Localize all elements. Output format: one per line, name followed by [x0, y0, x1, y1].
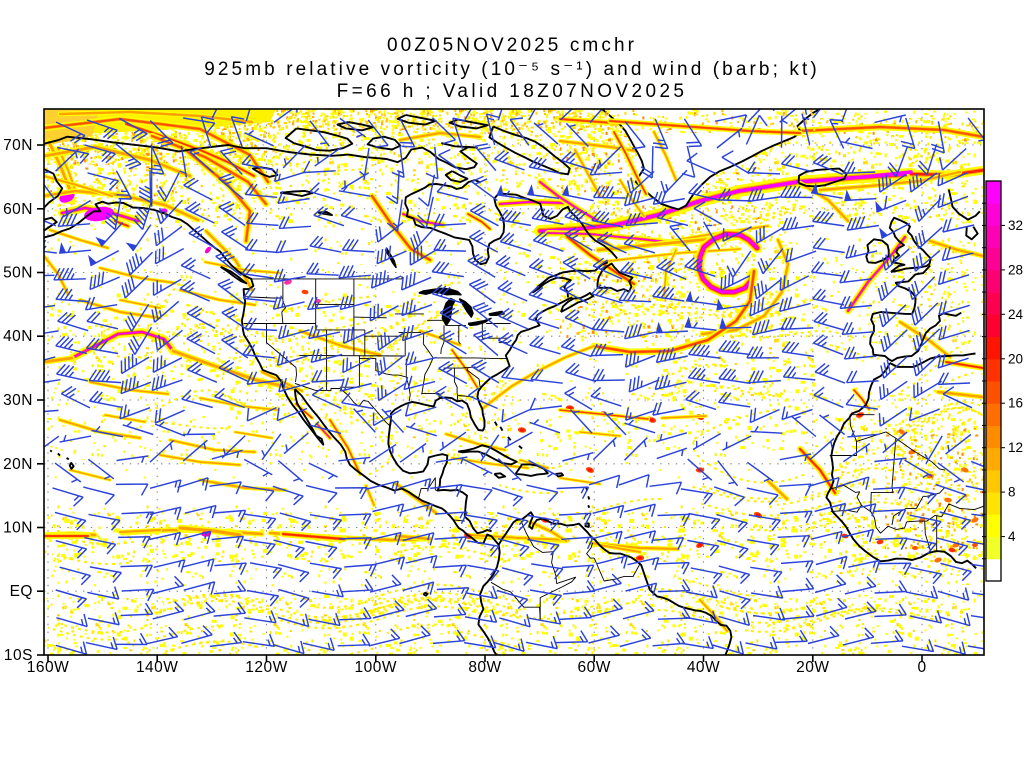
svg-text:20N: 20N — [3, 456, 33, 473]
svg-text:140W: 140W — [136, 659, 179, 676]
svg-text:12: 12 — [1008, 440, 1023, 455]
svg-text:30N: 30N — [3, 392, 33, 409]
svg-text:10S: 10S — [4, 647, 33, 664]
svg-text:8: 8 — [1008, 485, 1016, 500]
svg-text:40N: 40N — [3, 328, 33, 345]
svg-text:50N: 50N — [3, 265, 33, 282]
svg-text:00Z05NOV2025 cmchr: 00Z05NOV2025 cmchr — [387, 35, 637, 56]
svg-text:16: 16 — [1008, 396, 1023, 411]
svg-text:120W: 120W — [245, 659, 288, 676]
svg-text:0: 0 — [917, 659, 926, 676]
svg-text:80W: 80W — [468, 659, 501, 676]
svg-text:100W: 100W — [355, 659, 398, 676]
svg-text:F=66 h ; Valid 18Z07NOV2025: F=66 h ; Valid 18Z07NOV2025 — [337, 81, 688, 102]
svg-text:60N: 60N — [3, 201, 33, 218]
svg-text:4: 4 — [1008, 529, 1016, 544]
svg-text:24: 24 — [1008, 307, 1024, 322]
svg-text:70N: 70N — [3, 137, 33, 154]
svg-text:10N: 10N — [3, 520, 33, 537]
svg-text:20W: 20W — [796, 659, 829, 676]
svg-text:40W: 40W — [687, 659, 720, 676]
svg-text:28: 28 — [1008, 262, 1023, 277]
svg-text:60W: 60W — [578, 659, 611, 676]
svg-text:925mb relative vorticity (10⁻⁵: 925mb relative vorticity (10⁻⁵ s⁻¹) and … — [204, 59, 820, 80]
svg-text:160W: 160W — [27, 659, 70, 676]
svg-text:EQ: EQ — [10, 583, 33, 600]
svg-text:32: 32 — [1008, 218, 1023, 233]
svg-text:20: 20 — [1008, 351, 1023, 366]
